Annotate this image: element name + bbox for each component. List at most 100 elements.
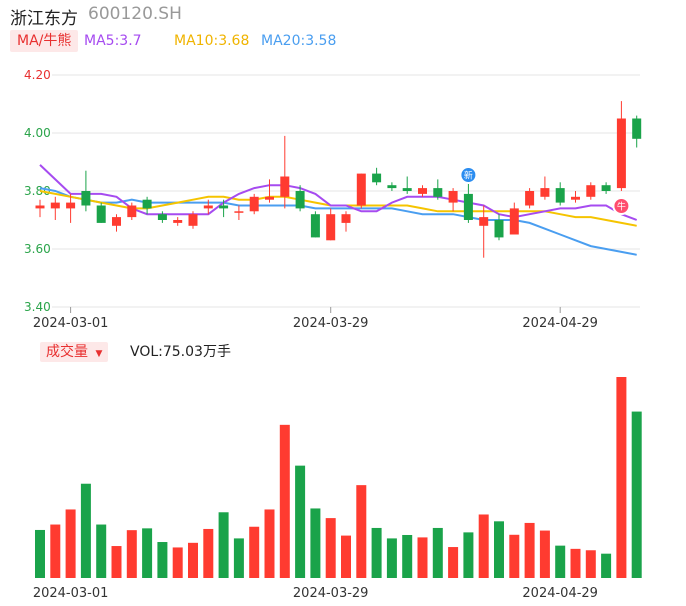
candle-body [525, 191, 535, 206]
volume-bar [279, 424, 290, 578]
candle-body [310, 214, 320, 238]
candle-body [142, 199, 152, 209]
volume-bar [50, 524, 61, 578]
volume-bar [218, 512, 229, 578]
candle-body [249, 196, 259, 212]
volume-bar [478, 514, 489, 578]
new-marker-icon [459, 166, 478, 184]
candle-body [295, 191, 305, 209]
volume-bar [264, 509, 275, 578]
ma20-value: MA20:3.58 [261, 33, 337, 49]
ma-indicator-selector[interactable]: MA/牛熊 [10, 30, 79, 52]
volume-indicator-selector[interactable]: 成交量 ▼ [40, 342, 109, 362]
candle-body [127, 205, 137, 218]
volume-bar [310, 508, 321, 578]
marker-label: 牛 [617, 201, 626, 213]
candle-body [341, 214, 351, 223]
volume-bar [509, 534, 520, 578]
volume-tag-label: 成交量 [46, 344, 88, 360]
volume-bar [539, 530, 550, 578]
candle-body [112, 217, 121, 226]
volume-bar [126, 530, 137, 578]
volume-bar [631, 411, 642, 578]
volume-bar [295, 465, 306, 578]
volume-bar [249, 526, 260, 578]
candle-body [280, 176, 290, 197]
candle-body [50, 202, 60, 209]
candle-body [433, 188, 443, 197]
volume-bar [325, 518, 336, 578]
volume-bar [570, 548, 581, 578]
volume-bar [80, 483, 91, 578]
volume-bar [111, 546, 122, 578]
candle-body [586, 185, 596, 197]
volume-bar [35, 529, 45, 578]
volume-bar [371, 527, 382, 578]
x-tick-label: 2024-03-01 [33, 316, 109, 331]
volume-bar [601, 553, 612, 578]
ma5-line [39, 164, 638, 221]
volume-bar [386, 538, 397, 578]
candle-body [509, 208, 519, 235]
volume-bar [432, 527, 443, 578]
volume-bar [463, 532, 474, 578]
dropdown-caret-icon: ▼ [95, 349, 103, 359]
volume-value: VOL:75.03万手 [130, 344, 231, 360]
candle-body [571, 196, 580, 200]
stock-code: 600120.SH [88, 4, 182, 24]
volume-bar [402, 534, 413, 578]
candle-body [173, 220, 183, 223]
x-tick-label: 2024-03-29 [293, 316, 369, 331]
volume-bar [203, 528, 214, 578]
candle-body [402, 188, 412, 191]
candle-body [616, 118, 626, 189]
candle-body [632, 118, 642, 139]
volume-bar [494, 521, 504, 578]
volume-x-tick-label: 2024-04-29 [522, 586, 598, 601]
candle-body [81, 191, 91, 206]
candle-body [219, 205, 229, 209]
candle-body [326, 214, 336, 241]
candle-body [479, 217, 489, 226]
candle-body [372, 173, 382, 183]
volume-x-tick-label: 2024-03-29 [293, 586, 369, 601]
y-tick-label: 3.60 [24, 242, 51, 256]
candle-body [188, 214, 198, 226]
candle-body [157, 214, 167, 220]
candle-body [418, 188, 427, 194]
candle-body [265, 196, 274, 200]
ma20-line [39, 187, 637, 256]
candle-body [540, 188, 550, 197]
y-tick-label: 3.80 [24, 184, 51, 198]
candle-body [494, 220, 504, 238]
volume-bar [96, 524, 107, 578]
volume-bar [616, 377, 627, 578]
volume-bar [448, 547, 459, 578]
candle-body [555, 188, 565, 203]
candle-body [35, 205, 45, 209]
candle-body [234, 211, 244, 213]
candle-body [448, 191, 458, 203]
candle-body [387, 185, 397, 189]
volume-bar [585, 550, 596, 578]
x-tick-label: 2024-04-29 [522, 316, 598, 331]
candle-body [66, 202, 76, 209]
volume-bar [157, 542, 168, 578]
candle-body [203, 205, 213, 209]
volume-bar [233, 538, 244, 578]
volume-bar [417, 537, 428, 578]
y-tick-label: 4.00 [24, 126, 51, 140]
ma5-value: MA5:3.7 [84, 33, 142, 49]
y-tick-label: 4.20 [24, 68, 51, 82]
candle-body [601, 185, 611, 191]
volume-x-tick-label: 2024-03-01 [33, 586, 109, 601]
stock-name: 浙江东方 [10, 9, 78, 29]
marker-label: 新 [464, 170, 473, 182]
volume-bar [65, 509, 76, 578]
volume-bar [524, 522, 535, 578]
candle-body [463, 193, 473, 220]
candle-body [96, 205, 106, 223]
y-tick-label: 3.40 [24, 300, 51, 314]
bull-marker-icon [612, 197, 631, 215]
